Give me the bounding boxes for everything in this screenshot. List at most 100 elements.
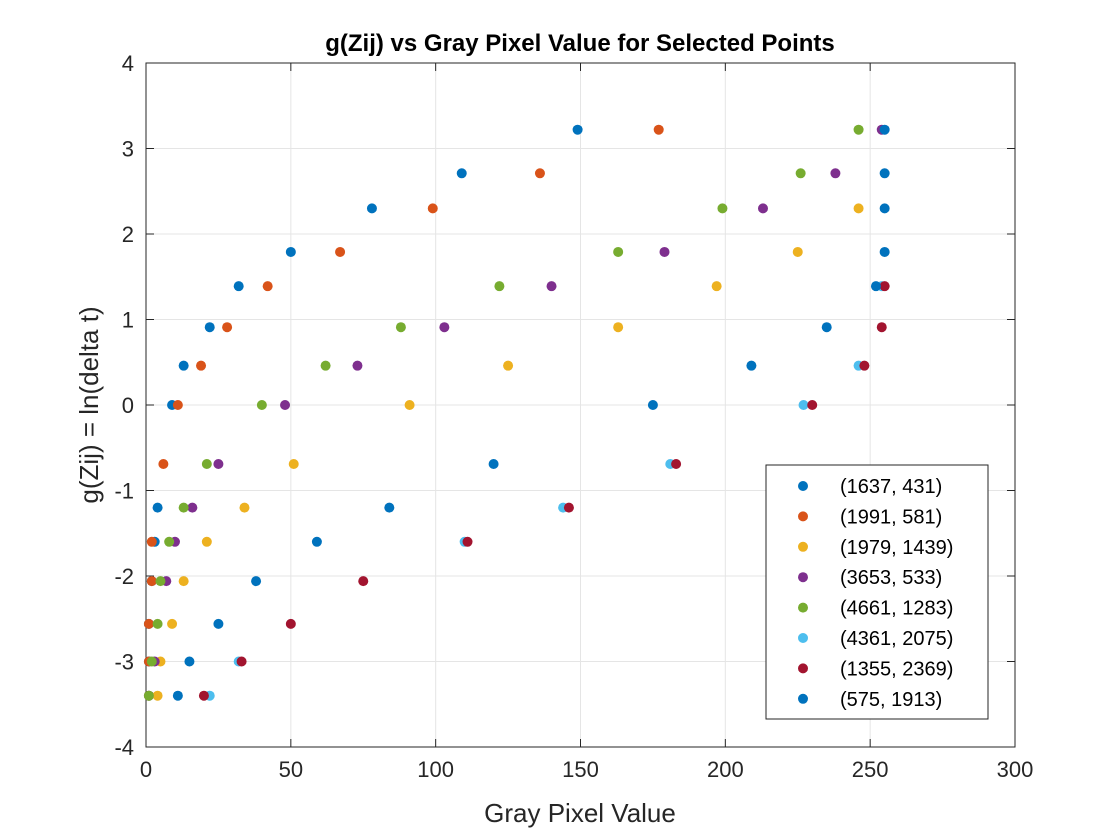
data-point [439, 322, 450, 333]
data-point [830, 168, 841, 179]
data-point [358, 576, 369, 587]
data-point [853, 203, 864, 214]
data-point [146, 576, 157, 587]
legend-marker [798, 541, 808, 552]
data-point [335, 246, 346, 257]
y-tick-label: -2 [114, 564, 134, 589]
data-point [659, 246, 670, 257]
series-5 [143, 124, 864, 701]
y-tick-label: 4 [122, 51, 134, 76]
data-point [239, 502, 250, 513]
data-point [280, 400, 291, 410]
data-point [879, 124, 890, 135]
data-point [563, 502, 574, 513]
data-point [213, 458, 224, 469]
data-point [196, 360, 207, 371]
data-point [876, 322, 887, 333]
data-point [233, 281, 244, 292]
legend-label: (3653, 533) [840, 567, 942, 589]
data-point [711, 281, 722, 292]
data-point [146, 656, 157, 667]
chart-title: g(Zij) vs Gray Pixel Value for Selected … [325, 30, 835, 57]
data-point [717, 203, 728, 214]
legend-marker [798, 572, 808, 583]
data-point [172, 400, 183, 410]
data-point [256, 400, 267, 410]
y-tick-label: 3 [122, 137, 134, 162]
y-tick-label: 1 [122, 308, 134, 333]
data-point [792, 246, 803, 257]
data-point [366, 203, 377, 214]
x-tick-label: 250 [852, 757, 889, 782]
data-point [746, 360, 757, 371]
x-tick-label: 100 [417, 757, 454, 782]
y-tick-label: -3 [114, 650, 134, 675]
data-point [613, 322, 624, 333]
data-point [143, 618, 154, 629]
data-point [395, 322, 406, 333]
data-point [653, 124, 664, 135]
data-point [143, 690, 154, 701]
data-point [870, 281, 881, 292]
y-tick-label: -1 [114, 479, 134, 504]
data-point [320, 360, 331, 371]
data-point [146, 536, 157, 547]
data-point [853, 124, 864, 135]
data-point [546, 281, 557, 292]
data-point [236, 656, 247, 667]
data-point [222, 322, 233, 333]
legend-marker [798, 663, 808, 674]
legend-marker [798, 511, 808, 522]
data-point [285, 246, 296, 257]
data-point [456, 168, 467, 179]
data-point [152, 502, 163, 513]
series-8 [172, 124, 890, 701]
x-tick-label: 0 [140, 757, 152, 782]
series-3 [152, 203, 864, 701]
data-point [647, 400, 658, 410]
legend-marker [798, 602, 808, 613]
y-axis-label: g(Zij) = ln(delta t) [74, 306, 104, 503]
data-point [178, 502, 189, 513]
data-point [671, 458, 682, 469]
data-point [167, 618, 178, 629]
legend: (1637, 431) (1991, 581) (1979, 1439) (3653,… [765, 464, 989, 720]
data-point [172, 690, 183, 701]
y-tick-label: 0 [122, 393, 134, 418]
data-point [288, 458, 299, 469]
legend-label: (1979, 1439) [840, 537, 953, 559]
data-point [178, 360, 189, 371]
data-point [251, 576, 262, 587]
data-point [572, 124, 583, 135]
data-point [503, 360, 514, 371]
data-point [285, 618, 296, 629]
data-point [494, 281, 505, 292]
legend-label: (1355, 2369) [840, 658, 953, 680]
data-point [352, 360, 363, 371]
data-point [164, 536, 175, 547]
data-point [204, 322, 215, 333]
x-tick-label: 150 [562, 757, 599, 782]
data-point [384, 502, 395, 513]
series-7 [198, 281, 890, 701]
data-point [821, 322, 832, 333]
data-point [488, 458, 499, 469]
legend-label: (1991, 581) [840, 506, 942, 528]
axis-ticks: 0 50 100 150 200 250 300 -4 -3 -2 -1 0 1 2 3 4 [114, 51, 1033, 782]
y-tick-label: -4 [114, 735, 134, 760]
legend-label: (575, 1913) [840, 689, 942, 711]
data-point [757, 203, 768, 214]
legend-label: (1637, 431) [840, 476, 942, 498]
data-point [859, 360, 870, 371]
legend-label: (4361, 2075) [840, 628, 953, 650]
data-point [807, 400, 818, 410]
data-points [143, 124, 890, 701]
data-point [152, 618, 163, 629]
legend-marker [798, 481, 808, 491]
data-point [187, 502, 198, 513]
data-point [404, 400, 415, 410]
legend-label: (4661, 1283) [840, 598, 953, 620]
data-point [201, 536, 212, 547]
data-point [798, 400, 809, 410]
